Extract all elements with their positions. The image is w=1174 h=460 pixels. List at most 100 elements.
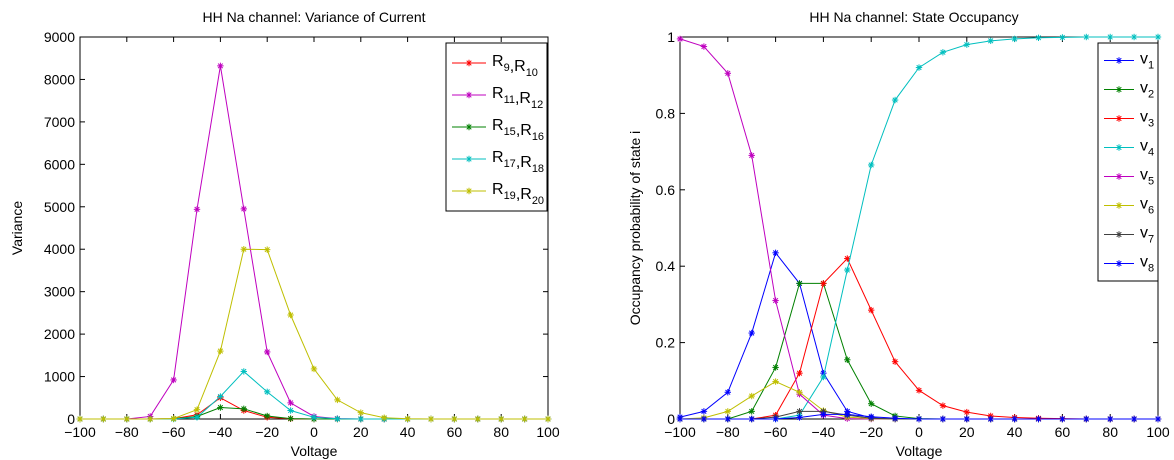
data-point — [264, 246, 271, 253]
data-point — [796, 369, 803, 377]
data-point — [217, 347, 224, 355]
y-tick-label: 0 — [67, 411, 75, 427]
x-tick-label: −100 — [664, 424, 696, 440]
y-tick-label: 8000 — [44, 71, 75, 87]
legend-item: v2 — [1104, 80, 1154, 101]
y-tick-label: 0.6 — [656, 182, 676, 198]
legend: v1 v2 v3 v4 v5 v6 v7 v8 — [1097, 42, 1159, 282]
data-point — [939, 415, 947, 423]
legend-item: v8 — [1104, 254, 1154, 275]
data-point — [1011, 35, 1018, 43]
data-point — [170, 415, 177, 422]
plot-area — [679, 36, 1159, 420]
data-point — [193, 406, 201, 413]
legend-item: v7 — [1104, 225, 1154, 246]
x-tick-label: −20 — [859, 424, 883, 440]
legend-marker — [1115, 231, 1123, 238]
legend-item: R11,R12 — [452, 85, 543, 111]
data-point — [240, 205, 247, 213]
data-point — [820, 411, 827, 418]
chart-title: HH Na channel: State Occupancy — [809, 9, 1018, 25]
data-point — [676, 415, 684, 423]
legend-label: R17,R18 — [492, 149, 544, 175]
legend-marker — [1115, 86, 1123, 93]
data-point — [891, 415, 899, 422]
data-point — [474, 415, 481, 423]
legend-box — [1097, 42, 1159, 282]
legend-label: v5 — [1140, 167, 1154, 188]
legend-item: R17,R18 — [452, 149, 544, 175]
y-tick-label: 1000 — [44, 369, 75, 385]
data-point — [772, 364, 779, 371]
data-point — [334, 396, 341, 404]
data-point — [1154, 415, 1162, 423]
data-point — [724, 415, 731, 423]
x-tick-label: 100 — [536, 424, 560, 440]
chart-title: HH Na channel: Variance of Current — [202, 9, 425, 25]
data-point — [404, 415, 411, 422]
legend-label: R15,R16 — [492, 117, 544, 143]
x-tick-label: −40 — [812, 424, 836, 440]
legend-label: v8 — [1140, 254, 1154, 275]
data-point — [939, 49, 947, 56]
data-point — [334, 415, 341, 422]
data-point — [170, 376, 177, 384]
x-tick-label: 40 — [400, 424, 416, 440]
x-tick-label: −100 — [64, 424, 96, 440]
legend-label: v7 — [1140, 225, 1154, 246]
legend-marker — [1115, 173, 1123, 180]
data-point — [1035, 415, 1042, 423]
data-point — [724, 70, 731, 77]
data-point — [748, 392, 755, 400]
data-point — [240, 246, 247, 253]
legend-label: v3 — [1140, 109, 1154, 130]
data-point — [287, 399, 294, 407]
legend-marker — [1115, 57, 1123, 64]
data-point — [1083, 415, 1090, 423]
legend-item: v6 — [1104, 196, 1154, 217]
data-point — [193, 206, 201, 213]
data-point — [240, 368, 247, 375]
legend-marker — [1115, 202, 1123, 209]
x-tick-label: 60 — [447, 424, 463, 440]
x-tick-label: −40 — [209, 424, 233, 440]
data-point — [287, 407, 294, 414]
y-tick-label: 2000 — [44, 326, 75, 342]
y-tick-label: 6000 — [44, 156, 75, 172]
data-point — [748, 408, 755, 415]
data-point — [844, 356, 851, 363]
data-point — [1154, 33, 1162, 41]
data-point — [123, 415, 130, 423]
legend-label: R19,R20 — [492, 181, 544, 207]
x-tick-label: 80 — [493, 424, 509, 440]
data-point — [1083, 33, 1090, 41]
data-point — [100, 415, 107, 423]
data-point — [544, 415, 552, 423]
data-point — [963, 415, 970, 423]
data-point — [676, 35, 684, 43]
legend-marker — [1115, 144, 1123, 151]
y-tick-label: 0.8 — [656, 105, 676, 121]
data-point — [264, 348, 271, 356]
data-point — [772, 249, 779, 257]
x-tick-label: 60 — [1055, 424, 1071, 440]
data-point — [217, 393, 224, 400]
data-point — [963, 41, 970, 48]
data-point — [1107, 33, 1114, 41]
legend-marker — [465, 123, 473, 131]
y-tick-label: 5000 — [44, 199, 75, 215]
legend-marker — [1115, 260, 1123, 267]
legend-item: R15,R16 — [452, 117, 544, 143]
legend: R9,R10 R11,R12 R15,R16 R17,R18 R19,R20 — [445, 42, 548, 212]
data-point — [748, 415, 755, 423]
legend-item: R9,R10 — [452, 53, 538, 79]
y-tick-label: 7000 — [44, 114, 75, 130]
data-point — [724, 408, 731, 415]
legend-item: v4 — [1104, 138, 1154, 159]
data-point — [844, 266, 851, 274]
data-point — [427, 415, 435, 423]
x-tick-label: 80 — [1102, 424, 1118, 440]
data-point — [844, 411, 851, 418]
x-tick-label: −60 — [764, 424, 788, 440]
